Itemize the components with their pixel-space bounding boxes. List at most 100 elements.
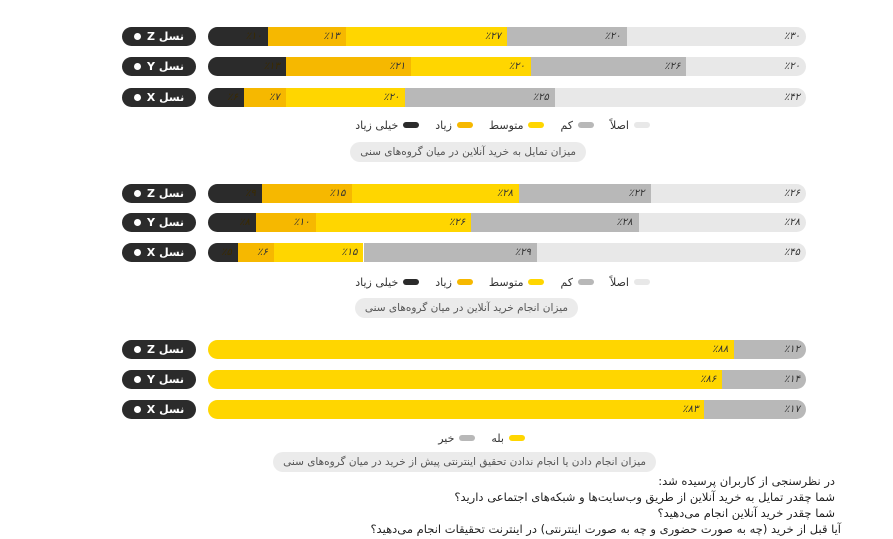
bar-value-label: ٪۷ [268, 92, 280, 103]
stacked-bar-row [208, 88, 806, 107]
bar-value-label: ٪۲۲ [628, 188, 645, 199]
generation-label: نسل X [122, 243, 196, 262]
bar-value-label: ٪۶ [257, 247, 268, 258]
bar-segment-kheili-ziad [208, 213, 256, 232]
bullet-icon [134, 219, 142, 226]
legend-swatch [456, 122, 473, 128]
legend-swatch [528, 279, 545, 285]
legend-label: خیلی زیاد [355, 118, 399, 132]
bar-value-label: ٪۸۸ [712, 344, 729, 355]
bar-value-label: ٪۶ [227, 92, 238, 103]
bar-segment-motavaset [345, 27, 507, 46]
legend-swatch [403, 122, 420, 128]
bar-segment-motavaset [315, 213, 472, 232]
legend-swatch [528, 122, 545, 128]
bar-segment-kheili-ziad [208, 27, 268, 46]
bar-value-label: ٪۱۲ [783, 344, 800, 355]
generation-label: نسل Z [122, 340, 196, 359]
survey-notes: در نظرسنجی از کاربران پرسیده شد: شما چقد… [370, 473, 841, 537]
generation-label: نسل X [122, 88, 196, 107]
bar-value-label: ٪۱۰ [245, 31, 262, 42]
bar-segment-kheili-ziad [208, 184, 262, 203]
bullet-icon [134, 190, 142, 197]
stacked-bar-row [208, 184, 806, 203]
generation-label: نسل Z [122, 27, 196, 46]
generation-label-text: نسل Y [147, 216, 184, 229]
stacked-bar-row [208, 340, 806, 359]
bar-segment-bale [208, 400, 705, 419]
legend-item-kheir: خیر [438, 432, 476, 445]
bullet-icon [134, 63, 142, 70]
legend-item-kheili-ziad: خیلی زیاد [355, 118, 420, 132]
chart-title: میزان انجام خرید آنلاین در میان گروه‌های… [354, 298, 578, 318]
bullet-icon [134, 346, 142, 353]
legend-swatch [634, 279, 650, 285]
bar-segment-bale [208, 370, 723, 389]
legend-item-kam: کم [560, 276, 595, 289]
survey-note-line: در نظرسنجی از کاربران پرسیده شد: [658, 474, 835, 488]
bar-value-label: ٪۱۰ [293, 217, 310, 228]
bar-value-label: ٪۲۶ [448, 217, 466, 228]
bar-value-label: ٪۲۷ [484, 31, 501, 42]
bar-value-label: ٪۵ [221, 247, 232, 258]
bar-value-label: ٪۲۸ [496, 188, 513, 199]
bar-segment-ziad [267, 27, 346, 46]
legend-label: متوسط [488, 275, 524, 289]
stacked-bar-row [208, 243, 806, 262]
legend-item-motavaset: متوسط [489, 119, 545, 132]
generation-label-text: نسل X [146, 91, 185, 104]
bar-segment-ziad [243, 88, 286, 107]
survey-note-line: شما چقدر تمایل به خرید آنلاین از طریق وب… [454, 490, 835, 504]
legend-swatch [578, 122, 595, 128]
legend-item-kam: کم [560, 118, 595, 132]
bar-segment-ziad [261, 184, 352, 203]
generation-label-text: نسل X [146, 403, 185, 416]
bar-value-label: ٪۲۰ [508, 61, 525, 72]
legend-item-ziad: زیاد [435, 119, 473, 132]
legend-label: زیاد [435, 118, 452, 132]
legend-label: کم [560, 118, 574, 132]
bar-value-label: ٪۲۰ [783, 61, 800, 72]
bar-value-label: ٪۸۳ [682, 404, 699, 415]
bar-value-label: ٪۱۵ [341, 247, 358, 258]
legend-swatch [456, 279, 473, 285]
bullet-icon [133, 94, 141, 101]
bar-segment-motavaset [351, 184, 519, 203]
survey-note-line: شما چقدر خرید آنلاین انجام می‌دهید؟ [657, 506, 835, 520]
legend-swatch [509, 435, 525, 441]
bar-segment-kheir [704, 400, 806, 419]
stacked-bar-row [208, 370, 806, 389]
bar-value-label: ٪۲۹ [514, 247, 531, 258]
legend-item-asla: اصلاً [610, 276, 650, 289]
bar-value-label: ٪۴۲ [783, 92, 800, 103]
bar-segment-asla [554, 88, 806, 107]
bar-value-label: ٪۱۷ [783, 404, 800, 415]
generation-label-text: نسل Y [147, 373, 184, 386]
bar-segment-motavaset [285, 88, 406, 107]
stacked-bar-row [208, 400, 806, 419]
stacked-bar-row [208, 57, 806, 76]
legend-item-ziad: زیاد [435, 276, 473, 289]
legend-label: خیلی زیاد [355, 275, 399, 289]
bar-segment-kheir [722, 370, 806, 389]
chart-legend: اصلاً کم متوسط زیاد خیلی زیاد [355, 118, 650, 132]
generation-label-text: نسل X [146, 246, 185, 259]
bar-value-label: ٪۲۸ [783, 217, 800, 228]
chart-legend: اصلاً کم متوسط زیاد خیلی زیاد [355, 275, 650, 289]
legend-swatch [634, 122, 650, 128]
chart-title: میزان انجام دادن یا انجام ندادن تحقیق ای… [273, 452, 656, 472]
generation-label: نسل Y [122, 57, 196, 76]
generation-label-text: نسل Z [147, 30, 184, 43]
bullet-icon [133, 249, 141, 256]
bar-value-label: ٪۸۶ [700, 374, 717, 385]
bar-segment-motavaset [273, 243, 364, 262]
bar-segment-kheili-ziad [208, 57, 286, 76]
bar-segment-kam [518, 184, 651, 203]
bar-segment-kam [405, 88, 555, 107]
stacked-bar-row [208, 213, 806, 232]
bar-segment-asla [626, 27, 806, 46]
legend-swatch [459, 435, 476, 441]
bullet-icon [134, 376, 142, 383]
bar-value-label: ٪۲۵ [532, 92, 549, 103]
bar-segment-kheili-ziad [208, 88, 244, 107]
